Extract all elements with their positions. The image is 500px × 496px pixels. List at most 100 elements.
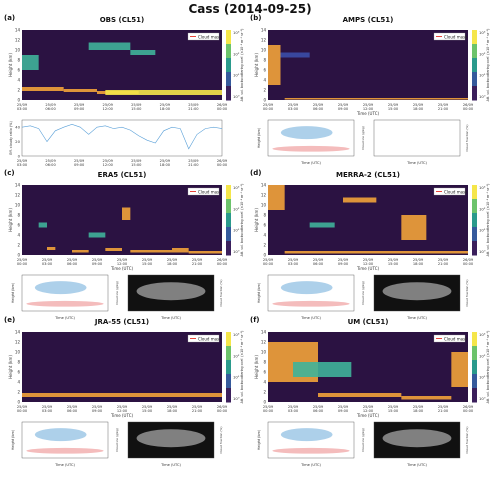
colorbar-segment [226,58,231,73]
cloud-layer [88,42,131,50]
colorbar-segment [472,58,477,73]
colorbar-segment [472,44,477,59]
x-tick-label: 06:00 [67,262,78,266]
x-tick-label: 25/09 [131,103,142,107]
x-tick-label: 25/09 [92,405,103,409]
x-tick-label: 25/09 [42,258,53,262]
x-tick-label: 26/09 [217,405,228,409]
cloud-ice-blob [280,281,333,295]
ratio-series-line [21,123,223,150]
panel-d: (d) MERRA-2 (CL51) Cloud mask 0 2 4 6 8 10 12 14 He… [250,169,490,320]
colorbar-tick-label: 10¹ [233,73,240,78]
sub-x-label: Time (UTC) [406,316,427,320]
x-tick-label: 15:00 [388,107,399,111]
x-tick-label: 03:00 [288,409,299,413]
x-tick-label: 09:00 [338,409,349,413]
ratio-x-tick: 18:00 [160,163,171,167]
cloud-layer [130,250,172,253]
panel-letter: (a) [4,14,15,22]
y-tick-label: 2 [263,390,266,395]
cloud-ice-label: Cloud ice (g/kg) [361,428,365,452]
colorbar-tick-label: 10⁰ [233,396,240,401]
cloud-ice-label: Cloud ice (g/kg) [361,281,365,305]
colorbar-segment [472,199,477,214]
x-tick-label: 25/09 [438,258,449,262]
colorbar-tick-label: 10¹ [233,375,240,380]
y-tick-label: 10 [15,48,21,53]
x-tick-label: 09:00 [92,262,103,266]
x-tick-label: 00:00 [263,409,274,413]
x-tick-label: 25/09 [263,258,274,262]
cloud-layer [105,90,222,95]
y-tick-label: 12 [261,38,267,43]
cloud-ice-label: Cloud ice (g/kg) [115,428,119,452]
y-tick-label: 8 [263,58,266,63]
ratio-y-tick: 20 [15,139,20,144]
x-tick-label: 00:00 [463,262,474,266]
colorbar-segment [472,332,477,347]
x-tick-label: 26/09 [463,103,474,107]
colorbar-segment [472,185,477,200]
cloud-layer [284,251,468,254]
y-tick-label: 2 [17,390,20,395]
cloud-layer [47,247,56,250]
x-tick-label: 12:00 [117,262,128,266]
x-tick-label: 25/09 [313,405,324,409]
cloud-layer [38,222,47,228]
colorbar-tick-label: 10¹ [479,73,486,78]
x-tick-label: 25/09 [42,405,53,409]
y-tick-label: 6 [17,223,20,228]
ratio-x-tick: 26/09 [217,159,228,163]
colorbar-tick-label: 10⁰ [233,94,240,99]
y-tick-label: 0 [263,253,266,258]
x-tick-label: 25/09 [438,103,449,107]
x-tick-label: 00:00 [17,262,28,266]
colorbar-segment [472,213,477,228]
legend-label: Cloud mask [198,190,222,195]
colorbar-tick-label: 10¹ [233,228,240,233]
x-tick-label: 25/09 [117,405,128,409]
cloud-layer [122,207,131,220]
x-tick-label: 25/09 [438,405,449,409]
x-tick-label: 21:00 [438,107,449,111]
x-tick-label: 12:00 [363,262,374,266]
y-tick-label: 0 [17,253,20,258]
colorbar-segment [226,374,231,389]
x-tick-label: 25/09 [363,258,374,262]
sub-y-label: Height (km) [257,429,261,450]
y-tick-label: 0 [17,400,20,405]
colorbar-tick-label: 10⁰ [479,94,486,99]
colorbar-tick-label: 10² [233,353,240,358]
x-tick-label: 00:00 [217,107,228,111]
y-tick-label: 4 [263,233,266,238]
y-tick-label: 6 [263,68,266,73]
x-axis-label: Time (UTC) [356,413,380,418]
x-axis-label: Time (UTC) [356,266,380,271]
cloud-layer [309,222,335,228]
colorbar-tick-label: 10³ [479,30,486,35]
y-tick-label: 2 [263,88,266,93]
cloud-fraction-blob [382,282,452,301]
cloud-layer [188,251,222,254]
x-tick-label: 15:00 [142,262,153,266]
y-tick-label: 2 [263,243,266,248]
y-tick-label: 0 [17,98,20,103]
y-tick-label: 12 [15,340,21,345]
ratio-x-tick: 25/09 [74,159,85,163]
x-tick-label: 25/09 [313,258,324,262]
x-tick-label: 25/09 [313,103,324,107]
y-axis-label: Height (km) [254,53,259,77]
sub-x-label: Time (UTC) [300,316,321,320]
legend-label: Cloud mask [444,190,468,195]
x-tick-label: 25/09 [192,405,203,409]
y-tick-label: 4 [263,380,266,385]
y-tick-label: 8 [17,213,20,218]
ratio-y-tick: 40 [15,125,20,130]
colorbar-label: Att. vol. backscattering coef. (×10⁻⁶ m⁻… [486,331,490,404]
colorbar-segment [472,388,477,403]
sub-x-label: Time (UTC) [406,463,427,467]
x-tick-label: 25/09 [142,258,153,262]
ratio-x-tick: 00:00 [217,163,228,167]
cloud-liquid-blob [26,300,104,307]
